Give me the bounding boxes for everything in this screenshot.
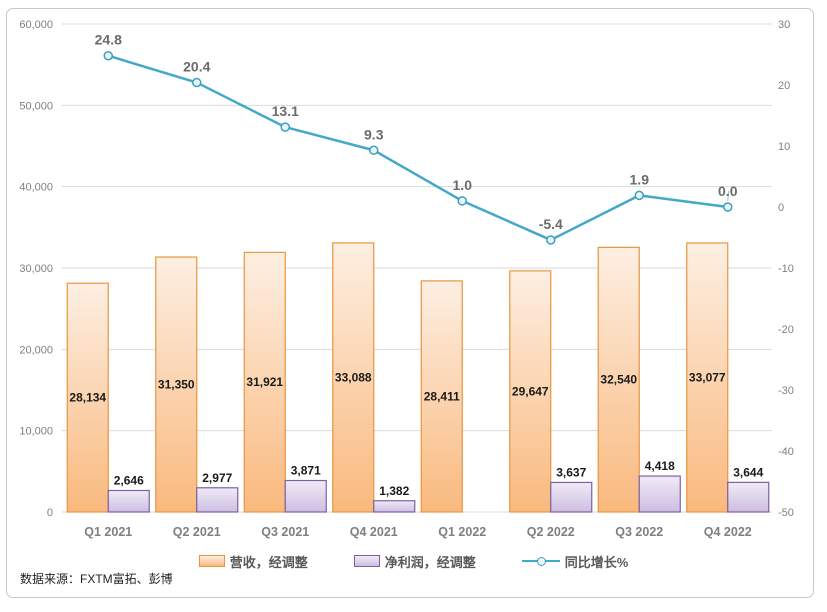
svg-text:3,644: 3,644 <box>733 465 763 479</box>
chart-legend: 营收，经调整 净利润，经调整 同比增长% <box>0 549 827 573</box>
svg-text:1.9: 1.9 <box>630 171 650 187</box>
svg-text:33,088: 33,088 <box>335 370 372 384</box>
right-axis-labels: 30 20 10 0 -10 -20 -30 -40 -50 <box>778 19 794 519</box>
svg-text:33,077: 33,077 <box>689 370 726 384</box>
svg-text:Q2 2022: Q2 2022 <box>527 525 575 539</box>
legend-item-profit: 净利润，经调整 <box>353 552 476 571</box>
svg-text:20,000: 20,000 <box>19 344 53 356</box>
revenue-bars <box>66 242 729 513</box>
svg-text:-50: -50 <box>778 507 794 519</box>
svg-text:-30: -30 <box>778 385 794 397</box>
legend-label-growth: 同比增长% <box>564 554 629 570</box>
svg-text:10,000: 10,000 <box>19 426 53 438</box>
svg-text:30,000: 30,000 <box>19 263 53 275</box>
svg-text:Q3 2021: Q3 2021 <box>261 525 309 539</box>
svg-text:Q2 2021: Q2 2021 <box>173 525 221 539</box>
bar-value-labels: 28,134 31,350 31,921 33,088 28,411 29,647 32,5… <box>69 370 763 497</box>
left-axis-labels: 60,000 50,000 40,000 30,000 20,000 10,000 0 <box>19 19 53 519</box>
revenue-bar-swatch-icon <box>198 555 225 567</box>
svg-text:20.4: 20.4 <box>183 59 210 75</box>
svg-text:9.3: 9.3 <box>364 126 384 142</box>
svg-text:Q3 2022: Q3 2022 <box>615 525 663 539</box>
svg-text:20: 20 <box>778 80 790 92</box>
legend-item-growth: 同比增长% <box>521 552 629 571</box>
svg-text:Q1 2021: Q1 2021 <box>84 525 132 539</box>
growth-line-swatch-icon <box>521 556 560 566</box>
svg-text:Q4 2021: Q4 2021 <box>350 525 398 539</box>
svg-text:0: 0 <box>778 202 784 214</box>
svg-text:-5.4: -5.4 <box>539 216 563 232</box>
svg-text:31,350: 31,350 <box>158 378 195 392</box>
svg-text:29,647: 29,647 <box>512 384 549 398</box>
legend-label-revenue: 营收，经调整 <box>229 554 308 570</box>
svg-text:-10: -10 <box>778 263 794 275</box>
svg-text:31,921: 31,921 <box>246 375 283 389</box>
svg-text:1,382: 1,382 <box>379 484 409 498</box>
legend-item-revenue: 营收，经调整 <box>198 552 308 571</box>
svg-text:-20: -20 <box>778 324 794 336</box>
source-note: 数据来源：FXTM富拓、彭博 <box>20 572 173 586</box>
svg-text:30: 30 <box>778 19 790 31</box>
svg-text:Q4 2022: Q4 2022 <box>704 525 752 539</box>
svg-text:13.1: 13.1 <box>272 103 299 119</box>
svg-text:28,411: 28,411 <box>424 389 460 403</box>
legend-label-profit: 净利润，经调整 <box>384 554 476 570</box>
profit-bars <box>107 475 770 513</box>
svg-text:Q1 2022: Q1 2022 <box>438 525 486 539</box>
svg-text:-40: -40 <box>778 446 794 458</box>
svg-text:2,646: 2,646 <box>114 473 144 487</box>
svg-text:50,000: 50,000 <box>19 100 53 112</box>
svg-text:10: 10 <box>778 141 790 153</box>
svg-text:3,637: 3,637 <box>556 465 586 479</box>
svg-text:3,871: 3,871 <box>291 464 321 478</box>
svg-text:0: 0 <box>47 507 53 519</box>
svg-text:2,977: 2,977 <box>202 471 232 485</box>
svg-text:40,000: 40,000 <box>19 182 53 194</box>
x-axis-labels: Q1 2021 Q2 2021 Q3 2021 Q4 2021 Q1 2022 Q2 20… <box>84 525 752 539</box>
profit-bar-swatch-icon <box>353 555 380 567</box>
growth-line <box>103 50 733 245</box>
svg-text:4,418: 4,418 <box>645 459 675 473</box>
growth-line-labels: 24.8 20.4 13.1 9.3 1.0 -5.4 1.9 0.0 <box>95 32 738 232</box>
svg-text:28,134: 28,134 <box>69 391 106 405</box>
svg-text:1.0: 1.0 <box>453 177 473 193</box>
svg-text:60,000: 60,000 <box>19 19 53 31</box>
svg-text:24.8: 24.8 <box>95 32 122 48</box>
svg-text:32,540: 32,540 <box>600 373 637 387</box>
svg-text:0.0: 0.0 <box>718 183 738 199</box>
